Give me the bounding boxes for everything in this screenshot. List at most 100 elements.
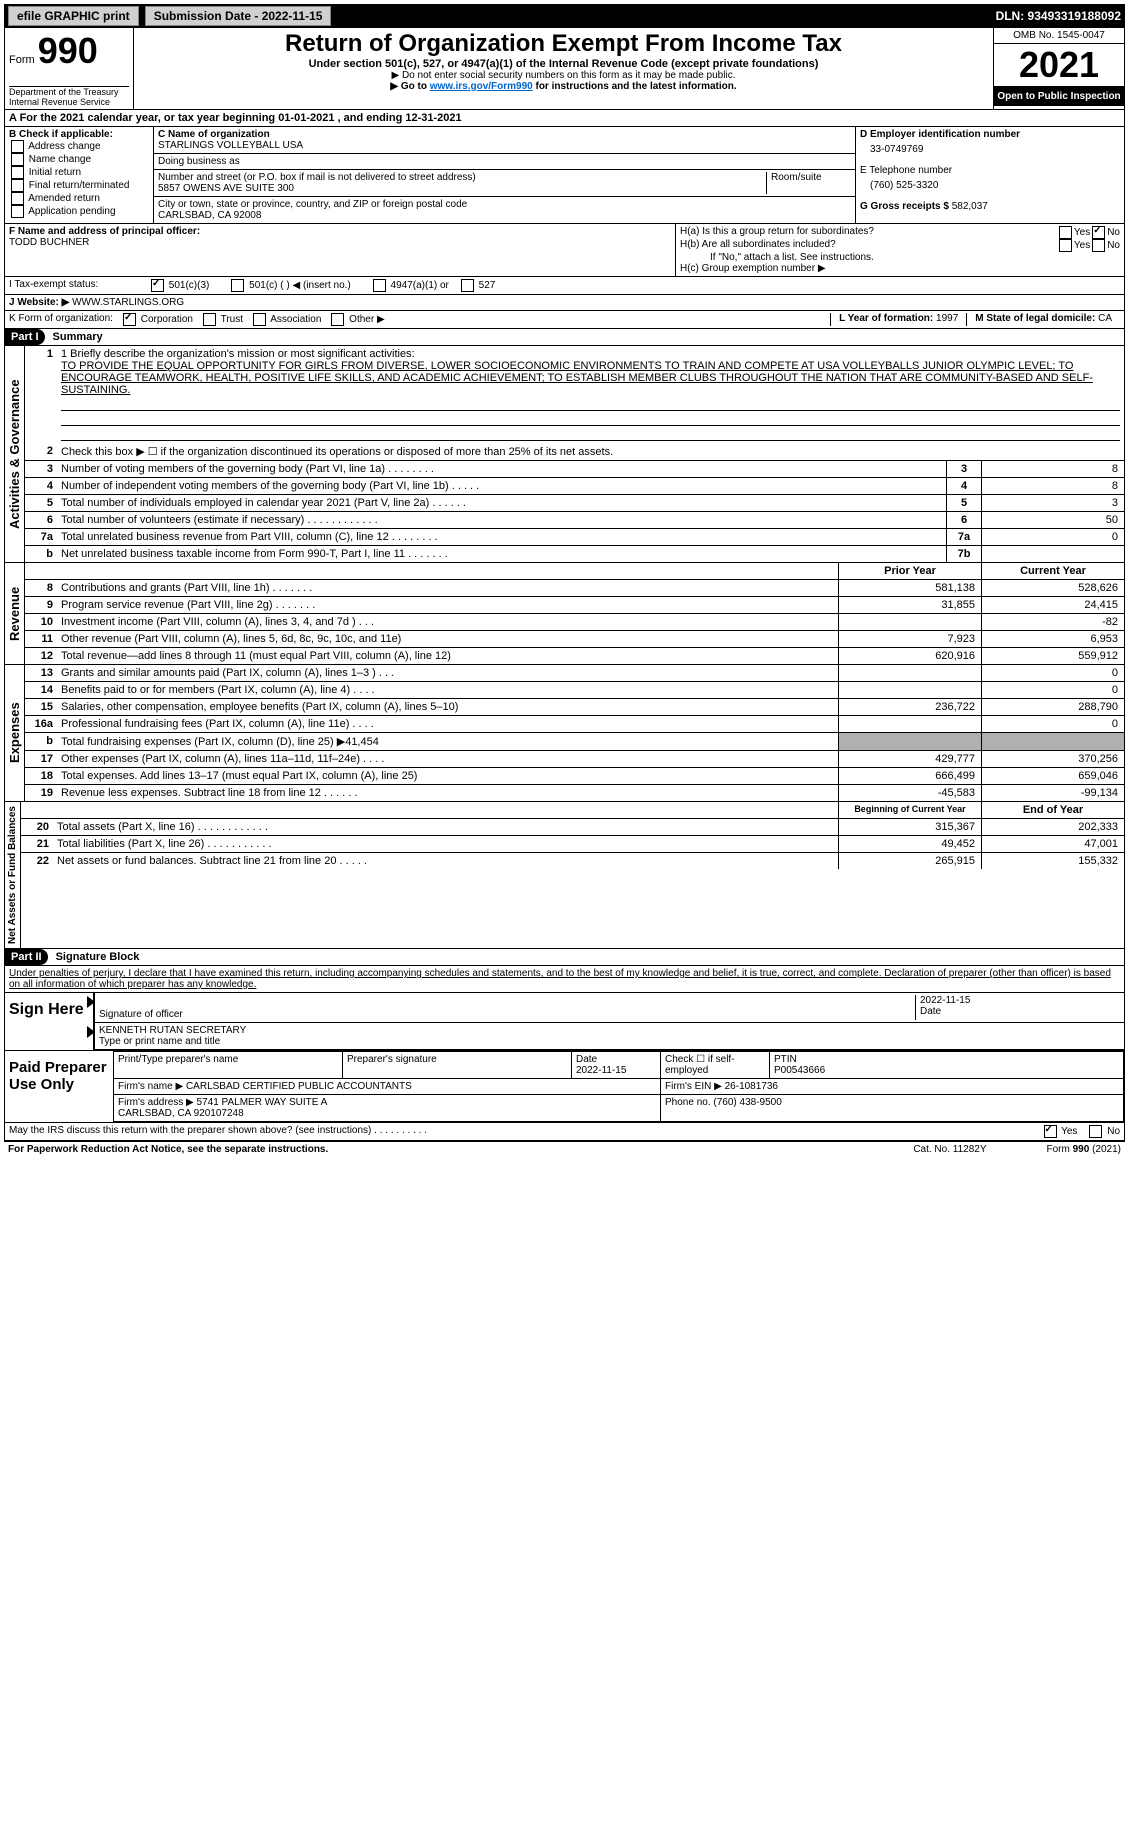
opt-501c[interactable]: 501(c) ( ) ◀ (insert no.): [229, 279, 350, 292]
ha-no[interactable]: No: [1090, 226, 1120, 239]
may-irs-yes[interactable]: Yes: [1042, 1125, 1078, 1138]
opt-corp[interactable]: Corporation: [121, 313, 193, 326]
cell-prior: 620,916: [838, 648, 981, 664]
table-row: 14 Benefits paid to or for members (Part…: [25, 682, 1124, 699]
may-irs-no[interactable]: No: [1087, 1125, 1120, 1138]
table-row: 9 Program service revenue (Part VIII, li…: [25, 597, 1124, 614]
addr-label: Firm's address ▶: [118, 1097, 194, 1108]
opt-527[interactable]: 527: [459, 279, 495, 292]
ha-yes[interactable]: Yes: [1057, 226, 1090, 239]
dba-label: Doing business as: [158, 156, 851, 167]
opt-other[interactable]: Other ▶: [329, 313, 384, 326]
sig-date: 2022-11-15: [920, 995, 1120, 1006]
mission-row: 1 1 Briefly describe the organization's …: [25, 346, 1124, 443]
opt-application-pending[interactable]: Application pending: [9, 205, 149, 218]
cell-current: 528,626: [981, 580, 1124, 596]
c-name-cell: C Name of organization STARLINGS VOLLEYB…: [154, 127, 855, 154]
governance-section: Activities & Governance 1 1 Briefly desc…: [4, 346, 1125, 563]
cell-current: -99,134: [981, 785, 1124, 801]
cell-prior: [838, 614, 981, 630]
part2-header: Part II: [5, 949, 48, 965]
sign-block: Sign Here Signature of officer 2022-11-1…: [4, 993, 1125, 1051]
firm-name: CARLSBAD CERTIFIED PUBLIC ACCOUNTANTS: [186, 1081, 412, 1092]
open-inspection: Open to Public Inspection: [994, 87, 1124, 106]
f-label: F Name and address of principal officer:: [9, 226, 671, 237]
revenue-header: Prior Year Current Year: [25, 563, 1124, 580]
row-desc: Total number of volunteers (estimate if …: [57, 512, 946, 528]
street-label: Number and street (or P.O. box if mail i…: [158, 172, 766, 183]
opt-assoc[interactable]: Association: [251, 313, 321, 326]
row-desc: Revenue less expenses. Subtract line 18 …: [57, 785, 838, 801]
opt-name-change[interactable]: Name change: [9, 153, 149, 166]
row-num: 8: [25, 580, 57, 596]
prep-check[interactable]: Check ☐ if self-employed: [661, 1052, 770, 1079]
cell-prior: 31,855: [838, 597, 981, 613]
expenses-body: 13 Grants and similar amounts paid (Part…: [25, 665, 1124, 801]
k-label: K Form of organization:: [9, 313, 113, 326]
form-subtitle: Under section 501(c), 527, or 4947(a)(1)…: [142, 58, 985, 70]
revenue-section: Revenue Prior Year Current Year 8 Contri…: [4, 563, 1125, 665]
row-num: 4: [25, 478, 57, 494]
row-a: A For the 2021 calendar year, or tax yea…: [4, 110, 1125, 127]
row-desc: Total fundraising expenses (Part IX, col…: [57, 733, 838, 750]
submission-date-button[interactable]: Submission Date - 2022-11-15: [145, 6, 332, 26]
header-center: Return of Organization Exempt From Incom…: [134, 28, 993, 109]
table-row: 19 Revenue less expenses. Subtract line …: [25, 785, 1124, 801]
opt-final-return[interactable]: Final return/terminated: [9, 179, 149, 192]
hb-note: If "No," attach a list. See instructions…: [680, 252, 1120, 263]
cell-current: 0: [981, 682, 1124, 698]
cell-current: 370,256: [981, 751, 1124, 767]
col-deg: D Employer identification number 33-0749…: [855, 127, 1124, 223]
table-row: 12 Total revenue—add lines 8 through 11 …: [25, 648, 1124, 664]
row-num: 7a: [25, 529, 57, 545]
table-row: 8 Contributions and grants (Part VIII, l…: [25, 580, 1124, 597]
hb-label: H(b) Are all subordinates included?: [680, 239, 1057, 252]
room-label: Room/suite: [766, 172, 851, 194]
e-value: (760) 525-3320: [870, 180, 1120, 191]
opt-4947[interactable]: 4947(a)(1) or: [371, 279, 449, 292]
blank-line-2: [61, 411, 1120, 426]
row-num: 11: [25, 631, 57, 647]
irs-link[interactable]: www.irs.gov/Form990: [430, 81, 533, 92]
cell-prior: 236,722: [838, 699, 981, 715]
cell-prior: 581,138: [838, 580, 981, 596]
opt-501c3[interactable]: 501(c)(3): [149, 279, 209, 292]
cell-current: 24,415: [981, 597, 1124, 613]
col-b: B Check if applicable: Address change Na…: [5, 127, 153, 223]
row-num: b: [25, 733, 57, 750]
opt-trust-text: Trust: [221, 314, 243, 325]
opt-initial-return[interactable]: Initial return: [9, 166, 149, 179]
mission-text: TO PROVIDE THE EQUAL OPPORTUNITY FOR GIR…: [61, 360, 1120, 396]
table-row: 3 Number of voting members of the govern…: [25, 461, 1124, 478]
cell-prior: 49,452: [838, 836, 981, 852]
opt-address-change[interactable]: Address change: [9, 140, 149, 153]
row-desc: Program service revenue (Part VIII, line…: [57, 597, 838, 613]
cell-current: 202,333: [981, 819, 1124, 835]
row-num: 6: [25, 512, 57, 528]
cell-current: 288,790: [981, 699, 1124, 715]
efile-button[interactable]: efile GRAPHIC print: [8, 6, 139, 26]
form-word: Form: [9, 54, 35, 66]
hb-no[interactable]: No: [1090, 239, 1120, 252]
opt-trust[interactable]: Trust: [201, 313, 243, 326]
opt-amended-return[interactable]: Amended return: [9, 192, 149, 205]
row-desc: Benefits paid to or for members (Part IX…: [57, 682, 838, 698]
table-row: 6 Total number of volunteers (estimate i…: [25, 512, 1124, 529]
row-desc: Total expenses. Add lines 13–17 (must eq…: [57, 768, 838, 784]
cell-current: 155,332: [981, 853, 1124, 869]
dln-label: DLN: 93493319188092: [996, 9, 1121, 23]
section-bcde: B Check if applicable: Address change Na…: [4, 127, 1125, 224]
footer-form-num: 990: [1073, 1144, 1090, 1155]
note2-pre: ▶ Go to: [390, 81, 429, 92]
table-row: 20 Total assets (Part X, line 16) . . . …: [21, 819, 1124, 836]
table-row: 10 Investment income (Part VIII, column …: [25, 614, 1124, 631]
hc-label: H(c) Group exemption number ▶: [680, 263, 1120, 274]
hb-yes[interactable]: Yes: [1057, 239, 1090, 252]
g-value: 582,037: [952, 201, 988, 212]
cell-prior: 666,499: [838, 768, 981, 784]
blank-line-1: [61, 396, 1120, 411]
netassets-header: Beginning of Current Year End of Year: [21, 802, 1124, 819]
dba-cell: Doing business as: [154, 154, 855, 170]
sig-officer-row: Signature of officer 2022-11-15 Date: [95, 993, 1124, 1023]
row-desc: Net unrelated business taxable income fr…: [57, 546, 946, 562]
